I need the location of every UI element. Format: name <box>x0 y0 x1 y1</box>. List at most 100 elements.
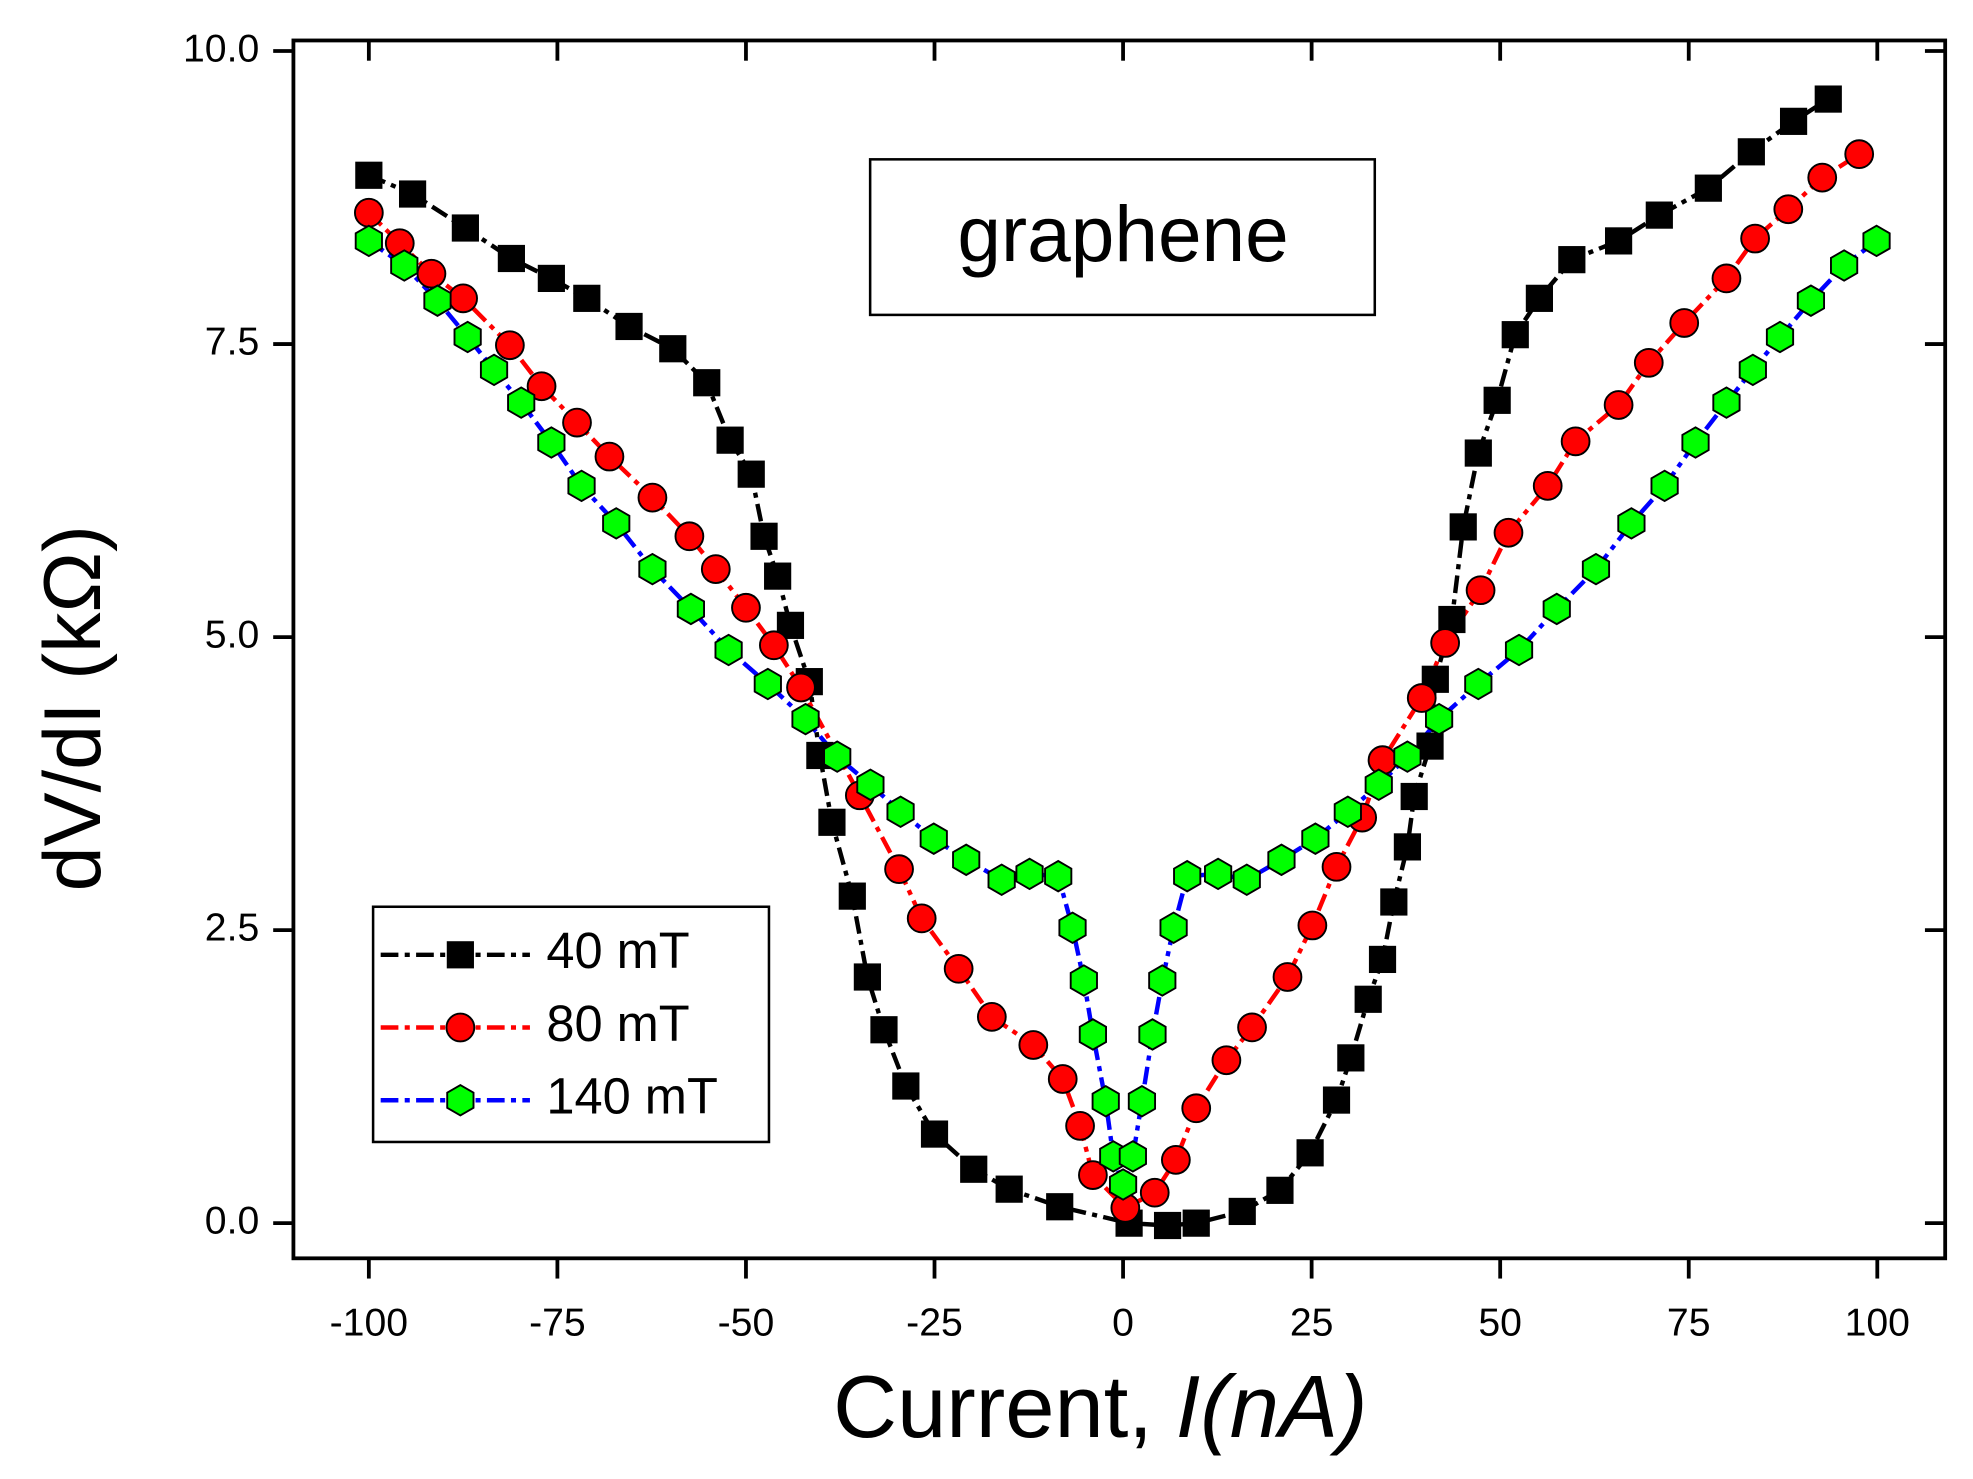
marker <box>753 667 782 701</box>
marker <box>1830 249 1859 282</box>
marker <box>700 554 731 584</box>
annotation: graphene <box>957 190 1288 278</box>
marker <box>995 1175 1023 1203</box>
marker <box>1368 945 1397 974</box>
marker <box>1228 1197 1256 1226</box>
marker <box>1393 833 1422 861</box>
y-tick-label: 10.0 <box>183 27 259 70</box>
x-axis-title: Current, I(nA) <box>833 1357 1367 1456</box>
marker <box>1542 592 1571 626</box>
y-tick-label: 7.5 <box>205 320 259 363</box>
legend-marker <box>446 1083 475 1117</box>
marker <box>1153 1211 1182 1240</box>
marker <box>1862 224 1891 258</box>
marker <box>714 633 743 667</box>
x-tick-label: 75 <box>1667 1302 1711 1345</box>
marker <box>1779 107 1808 135</box>
marker <box>1483 386 1511 414</box>
marker <box>354 224 383 258</box>
marker <box>1367 745 1398 776</box>
marker <box>1560 426 1591 457</box>
marker <box>737 460 765 488</box>
legend-marker <box>446 941 474 969</box>
y-tick-label: 5.0 <box>205 613 259 656</box>
marker <box>1047 1064 1078 1094</box>
marker <box>952 843 981 877</box>
marker <box>1267 843 1296 877</box>
marker <box>1354 985 1382 1013</box>
marker <box>1232 863 1261 896</box>
marker <box>637 482 668 513</box>
marker <box>1603 390 1634 420</box>
marker <box>453 320 482 354</box>
marker <box>1297 910 1328 941</box>
marker <box>1173 859 1202 893</box>
marker <box>1424 702 1454 736</box>
marker <box>1581 552 1611 586</box>
marker <box>731 592 761 623</box>
marker <box>497 244 525 273</box>
marker <box>853 963 881 991</box>
marker <box>1211 1045 1242 1076</box>
marker <box>1078 1018 1107 1051</box>
marker <box>1738 353 1767 387</box>
marker <box>495 330 525 361</box>
marker <box>1272 962 1303 992</box>
marker <box>786 672 816 703</box>
marker <box>1301 822 1330 855</box>
marker <box>838 882 866 910</box>
marker <box>1018 1030 1049 1060</box>
marker <box>1449 513 1477 541</box>
marker <box>1681 426 1710 459</box>
x-axis-title-text: Current, <box>833 1357 1153 1456</box>
marker <box>390 249 419 282</box>
legend-marker <box>445 1012 476 1043</box>
marker <box>1044 859 1073 893</box>
marker <box>537 426 566 459</box>
marker <box>1493 517 1524 548</box>
marker <box>507 386 536 419</box>
marker <box>1127 1084 1157 1118</box>
marker <box>1633 347 1664 378</box>
marker <box>567 469 596 503</box>
marker <box>1322 1086 1351 1114</box>
marker <box>1108 1168 1138 1201</box>
marker <box>1069 964 1098 997</box>
marker <box>1139 1177 1170 1208</box>
marker <box>479 353 509 387</box>
marker <box>1296 1139 1324 1167</box>
marker <box>1532 471 1563 501</box>
marker <box>1148 964 1177 997</box>
marker <box>1321 851 1352 882</box>
marker <box>791 702 820 736</box>
marker <box>1204 857 1233 891</box>
marker <box>1161 1145 1191 1175</box>
marker <box>1501 321 1529 349</box>
marker <box>1364 768 1393 802</box>
marker <box>1711 263 1742 294</box>
legend-box <box>371 905 771 1144</box>
marker <box>987 863 1016 896</box>
marker <box>886 795 915 829</box>
marker <box>1078 1160 1108 1190</box>
x-tick-label: -25 <box>906 1302 963 1345</box>
marker <box>1796 284 1826 317</box>
marker <box>594 441 625 472</box>
annotation-box <box>868 158 1377 317</box>
x-tick-label: 50 <box>1478 1302 1522 1345</box>
marker <box>1807 162 1838 193</box>
marker <box>1181 1093 1212 1124</box>
marker <box>1814 85 1842 113</box>
marker <box>1015 857 1044 891</box>
marker <box>451 214 479 242</box>
legend-label: 140 mT <box>546 1068 717 1125</box>
marker <box>615 312 643 341</box>
marker <box>1333 795 1362 829</box>
marker <box>1400 782 1428 811</box>
marker <box>1406 683 1437 713</box>
marker <box>884 854 914 885</box>
marker <box>976 1001 1007 1032</box>
marker <box>1465 575 1496 606</box>
marker <box>1416 732 1444 760</box>
marker <box>919 822 948 855</box>
